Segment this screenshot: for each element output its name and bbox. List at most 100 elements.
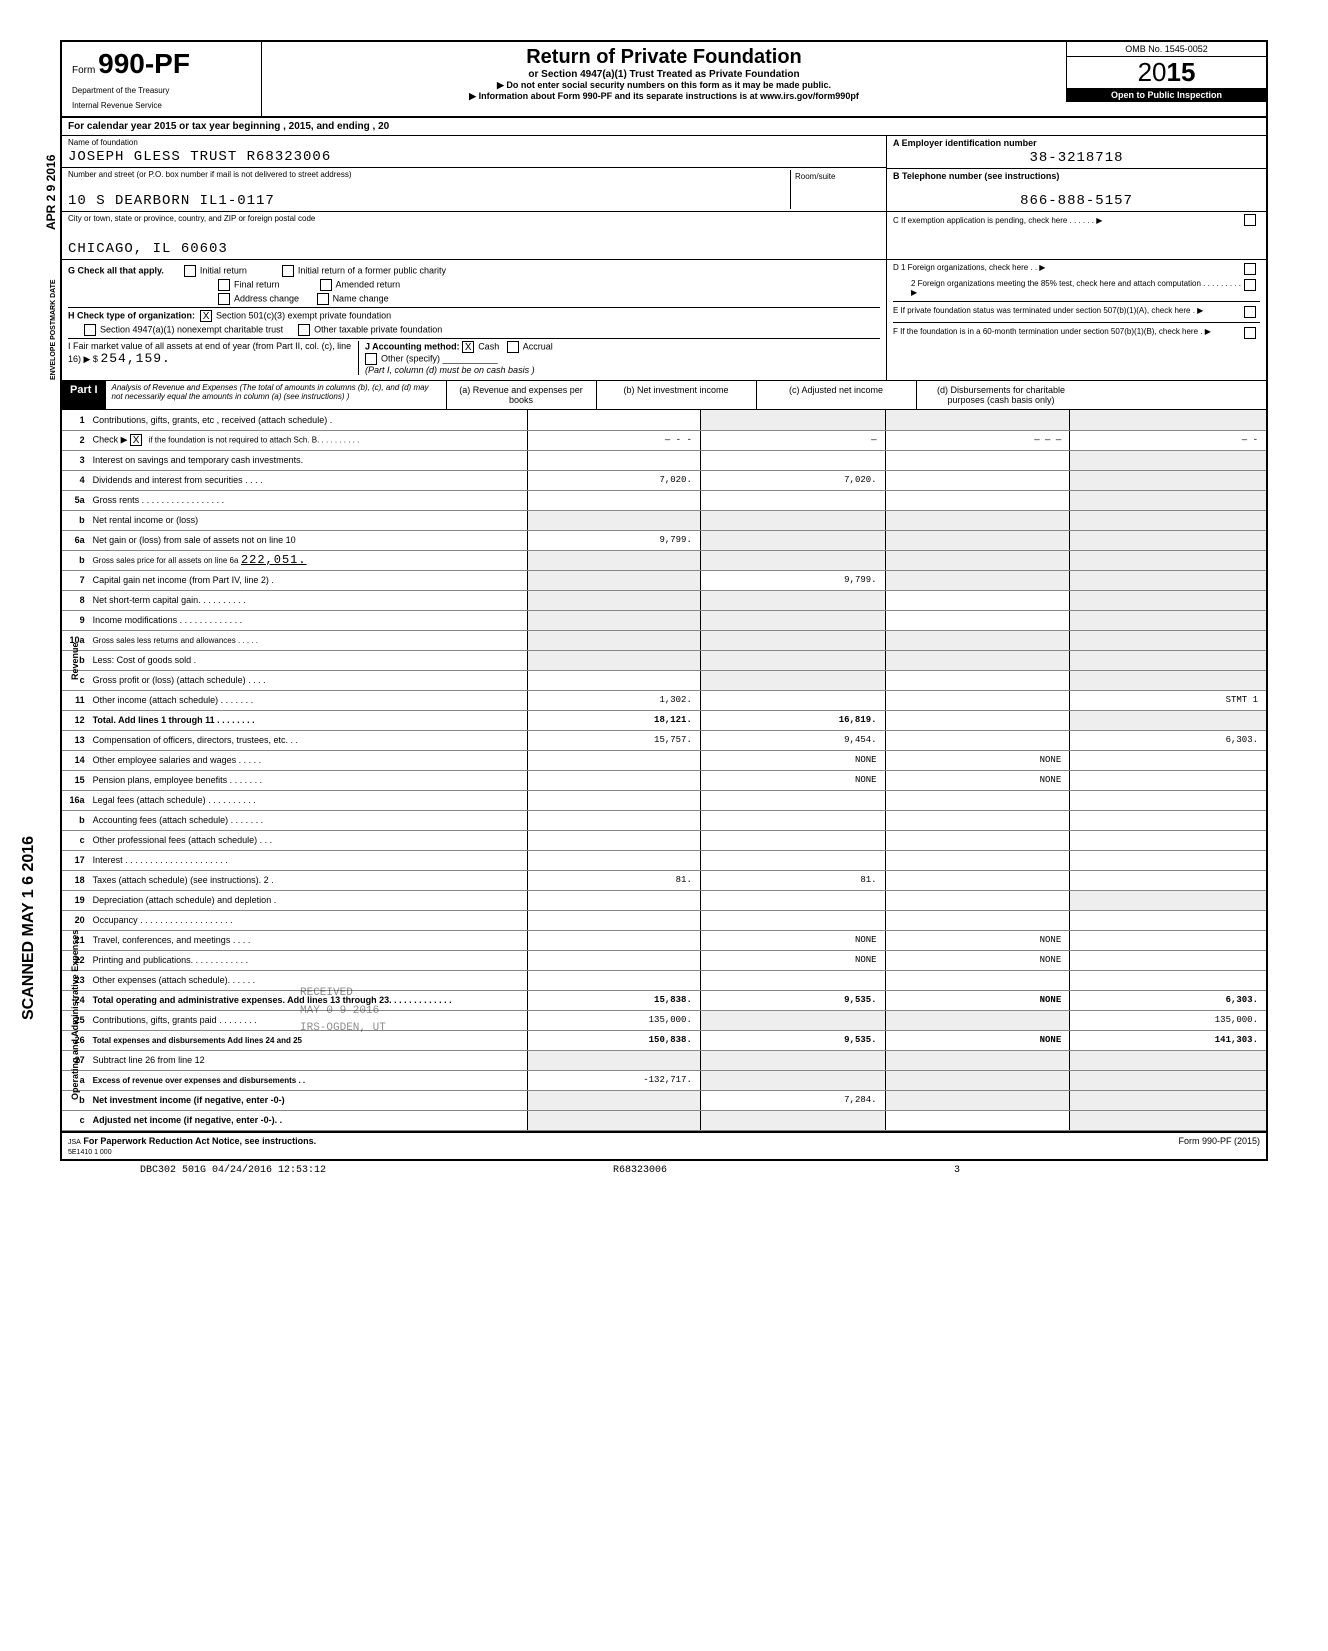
final-return-checkbox[interactable] [218, 279, 230, 291]
open-inspection: Open to Public Inspection [1067, 88, 1266, 102]
table-row: 3Interest on savings and temporary cash … [62, 450, 1266, 470]
jsa-label: JSA [68, 1139, 81, 1146]
table-row: 5aGross rents . . . . . . . . . . . . . … [62, 490, 1266, 510]
checks-left: G Check all that apply. Initial return I… [62, 260, 886, 380]
table-row: 14Other employee salaries and wages . . … [62, 750, 1266, 770]
j-cash: Cash [478, 341, 499, 351]
table-row: 24Total operating and administrative exp… [62, 990, 1266, 1010]
addr-change-checkbox[interactable] [218, 293, 230, 305]
table-row: 27Subtract line 26 from line 12 [62, 1050, 1266, 1070]
table-row: cOther professional fees (attach schedul… [62, 830, 1266, 850]
table-row: 13Compensation of officers, directors, t… [62, 730, 1266, 750]
table-row: 7Capital gain net income (from Part IV, … [62, 570, 1266, 590]
table-row: 8Net short-term capital gain. . . . . . … [62, 590, 1266, 610]
other-method-checkbox[interactable] [365, 353, 377, 365]
foundation-name: JOSEPH GLESS TRUST R68323006 [68, 149, 880, 165]
form-page: Form 990-PF Department of the Treasury I… [60, 40, 1268, 1161]
d1-checkbox[interactable] [1244, 263, 1256, 275]
i-value: 254,159. [100, 351, 170, 366]
table-row: aExcess of revenue over expenses and dis… [62, 1070, 1266, 1090]
d2-checkbox[interactable] [1244, 279, 1256, 291]
post-footer: DBC302 501G 04/24/2016 12:53:12 R6832300… [60, 1165, 960, 1176]
h-opt2: Section 4947(a)(1) nonexempt charitable … [100, 324, 283, 334]
e-checkbox[interactable] [1244, 306, 1256, 318]
table-row: 1Contributions, gifts, grants, etc , rec… [62, 410, 1266, 430]
form-label: Form [72, 65, 95, 76]
checks-section: G Check all that apply. Initial return I… [62, 260, 1266, 381]
timestamp: DBC302 501G 04/24/2016 12:53:12 [140, 1165, 326, 1176]
city-label: City or town, state or province, country… [68, 214, 880, 223]
table-row: bLess: Cost of goods sold . [62, 650, 1266, 670]
f-checkbox[interactable] [1244, 327, 1256, 339]
col-b-header: (b) Net investment income [596, 381, 756, 409]
col-d-header: (d) Disbursements for charitable purpose… [916, 381, 1086, 409]
table-row: bNet investment income (if negative, ent… [62, 1090, 1266, 1110]
table-row: 2Check ▶ X if the foundation is not requ… [62, 430, 1266, 450]
initial-return-checkbox[interactable] [184, 265, 196, 277]
identity-right: A Employer identification number 38-3218… [886, 136, 1266, 259]
g-opt3: Initial return of a former public charit… [298, 265, 446, 275]
cash-checkbox[interactable]: X [462, 341, 474, 353]
name-change-checkbox[interactable] [317, 293, 329, 305]
j-label: J Accounting method: [365, 341, 460, 351]
checks-right: D 1 Foreign organizations, check here . … [886, 260, 1266, 380]
col-c-header: (c) Adjusted net income [756, 381, 916, 409]
form-subtitle: or Section 4947(a)(1) Trust Treated as P… [272, 69, 1056, 80]
dept-treasury: Department of the Treasury [72, 86, 251, 95]
form-note2: ▶ Information about Form 990-PF and its … [272, 91, 1056, 102]
form-number-box: Form 990-PF Department of the Treasury I… [62, 42, 262, 116]
pra-notice: For Paperwork Reduction Act Notice, see … [83, 1136, 316, 1146]
d1-label: D 1 Foreign organizations, check here . … [893, 263, 1244, 275]
h-label: H Check type of organization: [68, 310, 195, 320]
year-box: OMB No. 1545-0052 2015 Open to Public In… [1066, 42, 1266, 102]
date-stamp: APR 2 9 2016 [44, 155, 58, 230]
d2-label: 2 Foreign organizations meeting the 85% … [893, 279, 1244, 297]
header-row: Form 990-PF Department of the Treasury I… [62, 42, 1266, 118]
foundation-addr: 10 S DEARBORN IL1-0117 [68, 193, 790, 209]
gross-sales-value: 222,051. [241, 553, 307, 567]
phone-label: B Telephone number (see instructions) [893, 171, 1260, 181]
omb-number: OMB No. 1545-0052 [1067, 42, 1266, 57]
j-note: (Part I, column (d) must be on cash basi… [365, 365, 535, 375]
scanned-stamp: SCANNED MAY 1 6 2016 [20, 836, 38, 1020]
identity-left: Name of foundation JOSEPH GLESS TRUST R6… [62, 136, 886, 259]
amended-checkbox[interactable] [320, 279, 332, 291]
former-charity-checkbox[interactable] [282, 265, 294, 277]
g-opt0: Initial return [200, 265, 247, 275]
c-checkbox[interactable] [1244, 214, 1256, 226]
sch-b-checkbox[interactable]: X [130, 434, 142, 446]
table-row: 15Pension plans, employee benefits . . .… [62, 770, 1266, 790]
part1-text: Analysis of Revenue and Expenses (The to… [106, 381, 446, 409]
table-row: 12Total. Add lines 1 through 11 . . . . … [62, 710, 1266, 730]
part1-header: Part I Analysis of Revenue and Expenses … [62, 381, 1266, 410]
room-suite-label: Room/suite [790, 170, 880, 209]
part1-label: Part I [62, 381, 106, 409]
table-row: 19Depreciation (attach schedule) and dep… [62, 890, 1266, 910]
table-row: 4Dividends and interest from securities … [62, 470, 1266, 490]
table-row: bGross sales price for all assets on lin… [62, 550, 1266, 570]
col-a-header: (a) Revenue and expenses per books [446, 381, 596, 409]
year-bold: 15 [1167, 57, 1196, 87]
g-opt2: Address change [234, 293, 299, 303]
accrual-checkbox[interactable] [507, 341, 519, 353]
table-row: 17Interest . . . . . . . . . . . . . . .… [62, 850, 1266, 870]
foundation-city: CHICAGO, IL 60603 [68, 241, 880, 257]
revenue-side-label: Revenue [70, 642, 80, 680]
table-row: cGross profit or (loss) (attach schedule… [62, 670, 1266, 690]
j-accrual: Accrual [523, 341, 553, 351]
other-taxable-checkbox[interactable] [298, 324, 310, 336]
table-row: bAccounting fees (attach schedule) . . .… [62, 810, 1266, 830]
h-opt3: Other taxable private foundation [314, 324, 442, 334]
table-row: bNet rental income or (loss) [62, 510, 1266, 530]
year-outline: 20 [1138, 57, 1167, 87]
table-row: 23Other expenses (attach schedule). . . … [62, 970, 1266, 990]
h-opt1: Section 501(c)(3) exempt private foundat… [216, 310, 391, 320]
table-row: 9Income modifications . . . . . . . . . … [62, 610, 1266, 630]
footer-code: 5E1410 1 000 [68, 1149, 112, 1156]
501c3-checkbox[interactable]: X [200, 310, 212, 322]
4947-checkbox[interactable] [84, 324, 96, 336]
g-label: G Check all that apply. [68, 265, 164, 275]
envelope-label: ENVELOPE POSTMARK DATE [50, 279, 57, 380]
g-opt1: Final return [234, 279, 280, 289]
table-row: 11Other income (attach schedule) . . . .… [62, 690, 1266, 710]
